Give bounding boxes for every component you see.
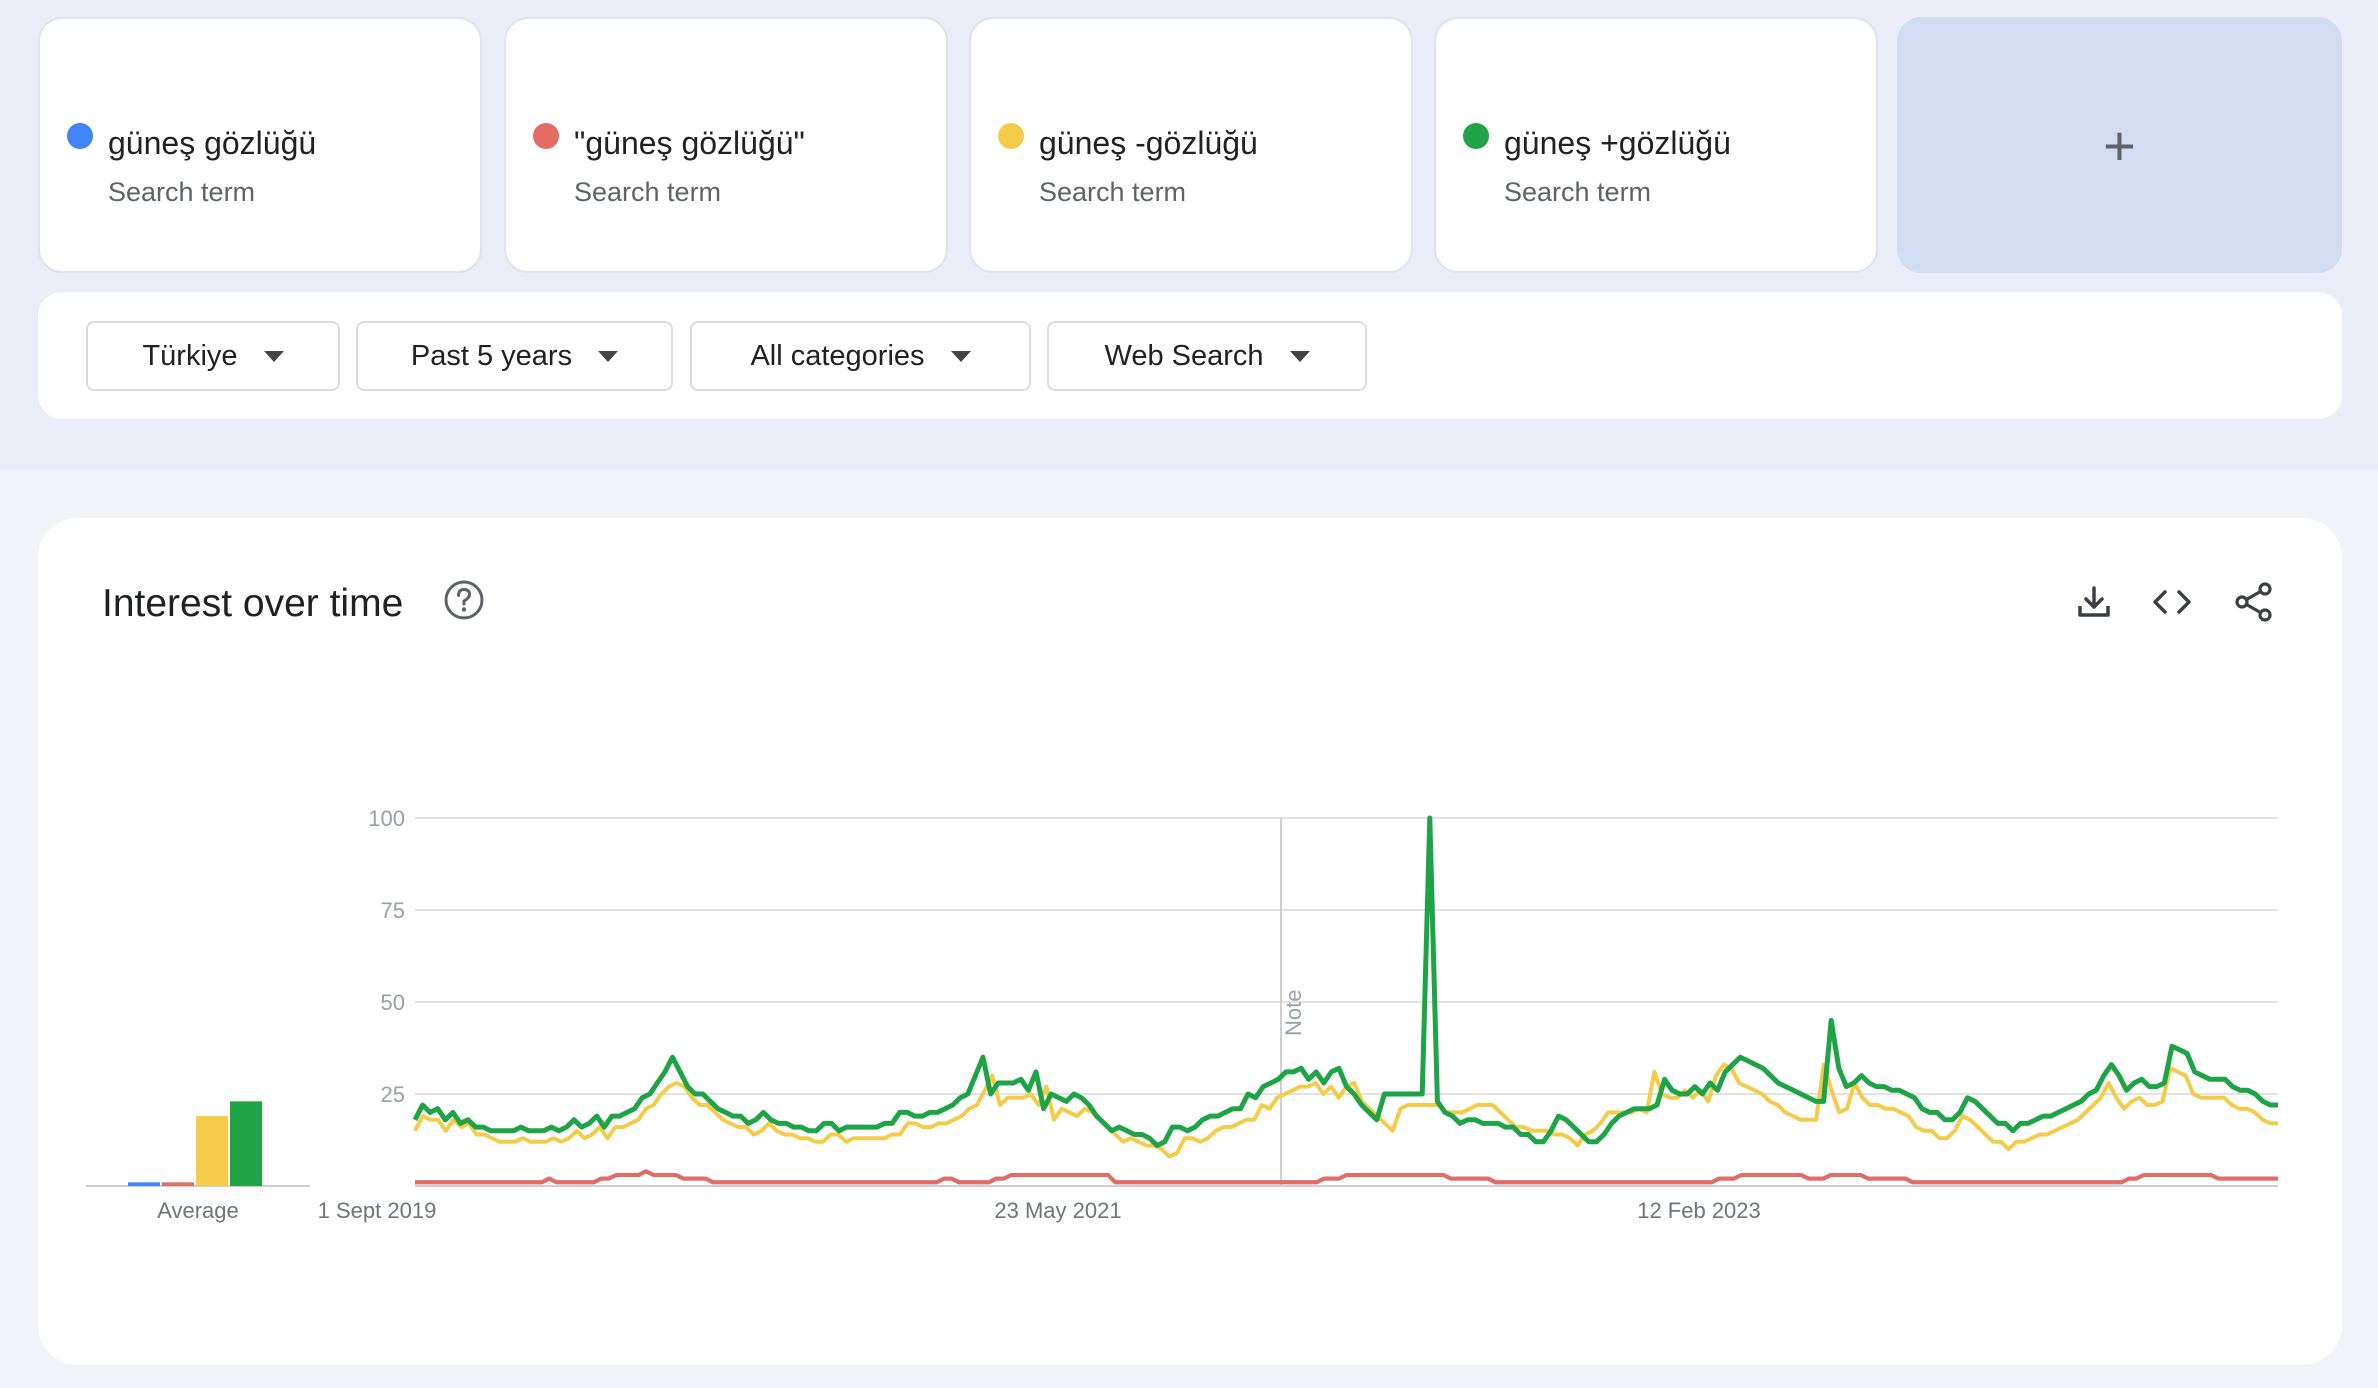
card-title: Interest over time [102,582,404,625]
category-dropdown[interactable]: All categories [690,321,1031,391]
average-label: Average [157,1198,239,1223]
search-type-dropdown[interactable]: Web Search [1047,321,1367,391]
interest-chart: 100 75 50 25 Note 1 Sept 2019 23 May 2021 12 Fe… [86,806,2278,1223]
add-comparison-button[interactable]: + [1897,17,2342,273]
search-term-card[interactable]: güneş gözlüğü Search term [38,17,482,273]
region-label: Türkiye [142,339,238,372]
y-tick-label: 50 [381,990,405,1015]
embed-code-icon[interactable] [2150,580,2194,624]
note-label: Note [1281,990,1306,1036]
average-bar [162,1182,194,1186]
search-term-card[interactable]: "güneş gözlüğü" Search term [504,17,948,273]
region-dropdown[interactable]: Türkiye [86,321,340,391]
y-tick-label: 75 [381,898,405,923]
help-circle-icon[interactable] [442,578,486,622]
x-tick-label: 12 Feb 2023 [1637,1198,1761,1223]
term-subtitle: Search term [1504,177,1652,207]
interest-over-time-card: Interest over time 100 75 50 25 Note 1 Sept 2… [38,518,2342,1365]
term-name: güneş +gözlüğü [1504,125,1731,161]
search-term-card[interactable]: güneş +gözlüğü Search term [1434,17,1878,273]
search-type-label: Web Search [1104,339,1264,372]
search-term-card[interactable]: güneş -gözlüğü Search term [969,17,1413,273]
term-color-dot [533,123,559,149]
average-bar [230,1101,262,1186]
term-subtitle: Search term [1039,177,1187,207]
y-tick-label: 100 [368,806,405,831]
time-range-label: Past 5 years [410,339,573,372]
dropdown-arrow-icon [1289,350,1310,362]
term-color-dot [1463,123,1489,149]
download-icon[interactable] [2072,580,2116,624]
term-color-dot [67,123,93,149]
y-tick-label: 25 [381,1082,405,1107]
average-bar [128,1182,160,1186]
term-color-dot [998,123,1024,149]
series-line [412,815,2278,1148]
series-line [415,1169,2278,1185]
term-name: güneş -gözlüğü [1039,125,1258,161]
x-tick-label: 1 Sept 2019 [318,1198,437,1223]
average-bar [196,1116,228,1186]
term-subtitle: Search term [574,177,722,207]
dropdown-arrow-icon [598,350,619,362]
x-tick-label: 23 May 2021 [994,1198,1121,1223]
plus-icon: + [2103,113,2136,177]
filter-bar: Türkiye Past 5 years All categories Web … [38,292,2342,419]
time-range-dropdown[interactable]: Past 5 years [356,321,673,391]
term-name: "güneş gözlüğü" [574,125,805,161]
term-subtitle: Search term [108,177,256,207]
series-line [413,1062,2278,1159]
dropdown-arrow-icon [263,350,284,362]
share-icon[interactable] [2232,580,2276,624]
category-label: All categories [750,339,925,372]
dropdown-arrow-icon [950,350,971,362]
term-name: güneş gözlüğü [108,125,317,161]
